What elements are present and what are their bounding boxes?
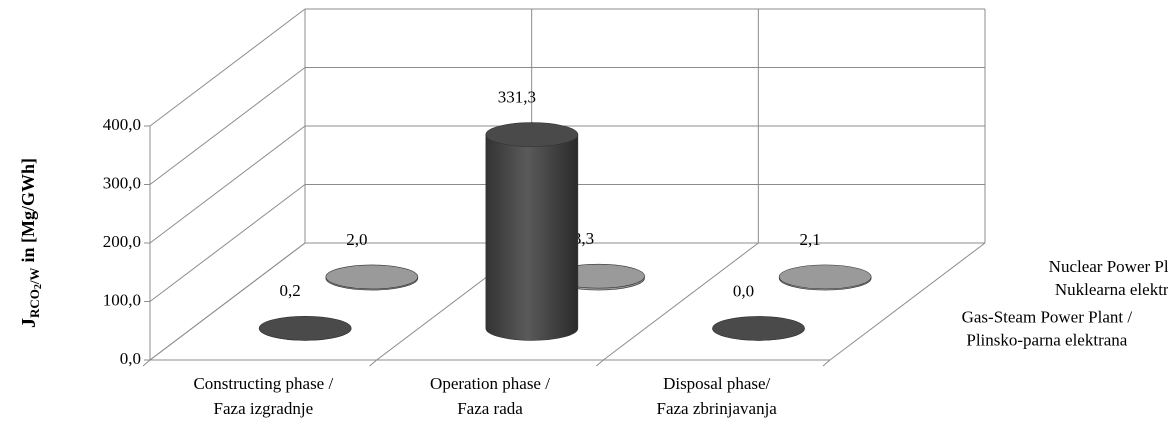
value-label: 2,1 xyxy=(800,230,821,249)
x-tick xyxy=(596,359,604,367)
value-label: 331,3 xyxy=(498,88,536,107)
y-axis-label: JRCO2/W in [Mg/GWh] xyxy=(18,158,45,328)
y-tick-label: 0,0 xyxy=(120,349,141,368)
cylinder-top xyxy=(712,316,805,341)
series-label: Gas-Steam Power Plant / Plinsko-parna ele… xyxy=(962,307,1133,349)
cylinder-top xyxy=(258,315,352,341)
y-label-subscript-tail: /W xyxy=(27,268,42,286)
y-tick-label: 300,0 xyxy=(103,173,141,192)
floor-divider xyxy=(829,242,986,361)
grid-line xyxy=(149,125,306,244)
y-tick-label: 400,0 xyxy=(103,115,141,134)
x-tick-label: Disposal phase/Faza zbrinjavanja xyxy=(656,374,777,418)
y-label-symbol: J xyxy=(18,318,40,328)
x-tick-label: Constructing phase / Faza izgradnje xyxy=(193,374,333,418)
cylinder-top xyxy=(485,122,579,147)
x-tick xyxy=(369,359,377,367)
value-label: 0,0 xyxy=(733,281,754,300)
x-tick-label: Operation phase / Faza rada xyxy=(430,374,550,418)
grid-line xyxy=(149,8,306,127)
cylinder xyxy=(712,316,805,341)
cylinder xyxy=(485,122,579,341)
y-tick-label: 100,0 xyxy=(103,290,141,309)
grid-line xyxy=(149,67,306,185)
y-label-subscript: RCO xyxy=(27,289,42,318)
series-label: Nuclear Power Plant /Nuklearna elektrana xyxy=(1049,257,1168,299)
grid-line xyxy=(149,184,306,302)
floor-divider xyxy=(603,242,759,361)
grid-line xyxy=(149,242,306,361)
y-tick-label: 200,0 xyxy=(103,232,141,251)
cylinder xyxy=(325,264,419,291)
cylinder-top xyxy=(325,264,419,290)
x-tick xyxy=(822,359,831,367)
y-label-subscript-index: 2 xyxy=(33,284,44,289)
cylinder-top xyxy=(778,264,872,290)
value-label: 2,0 xyxy=(346,230,367,249)
value-label: 3,3 xyxy=(573,229,594,248)
x-tick xyxy=(142,359,151,367)
y-label-unit: in [Mg/GWh] xyxy=(18,158,38,263)
cylinder xyxy=(778,264,872,291)
cylinder xyxy=(258,315,352,341)
value-label: 0,2 xyxy=(280,281,301,300)
cylinder-body xyxy=(485,134,579,341)
